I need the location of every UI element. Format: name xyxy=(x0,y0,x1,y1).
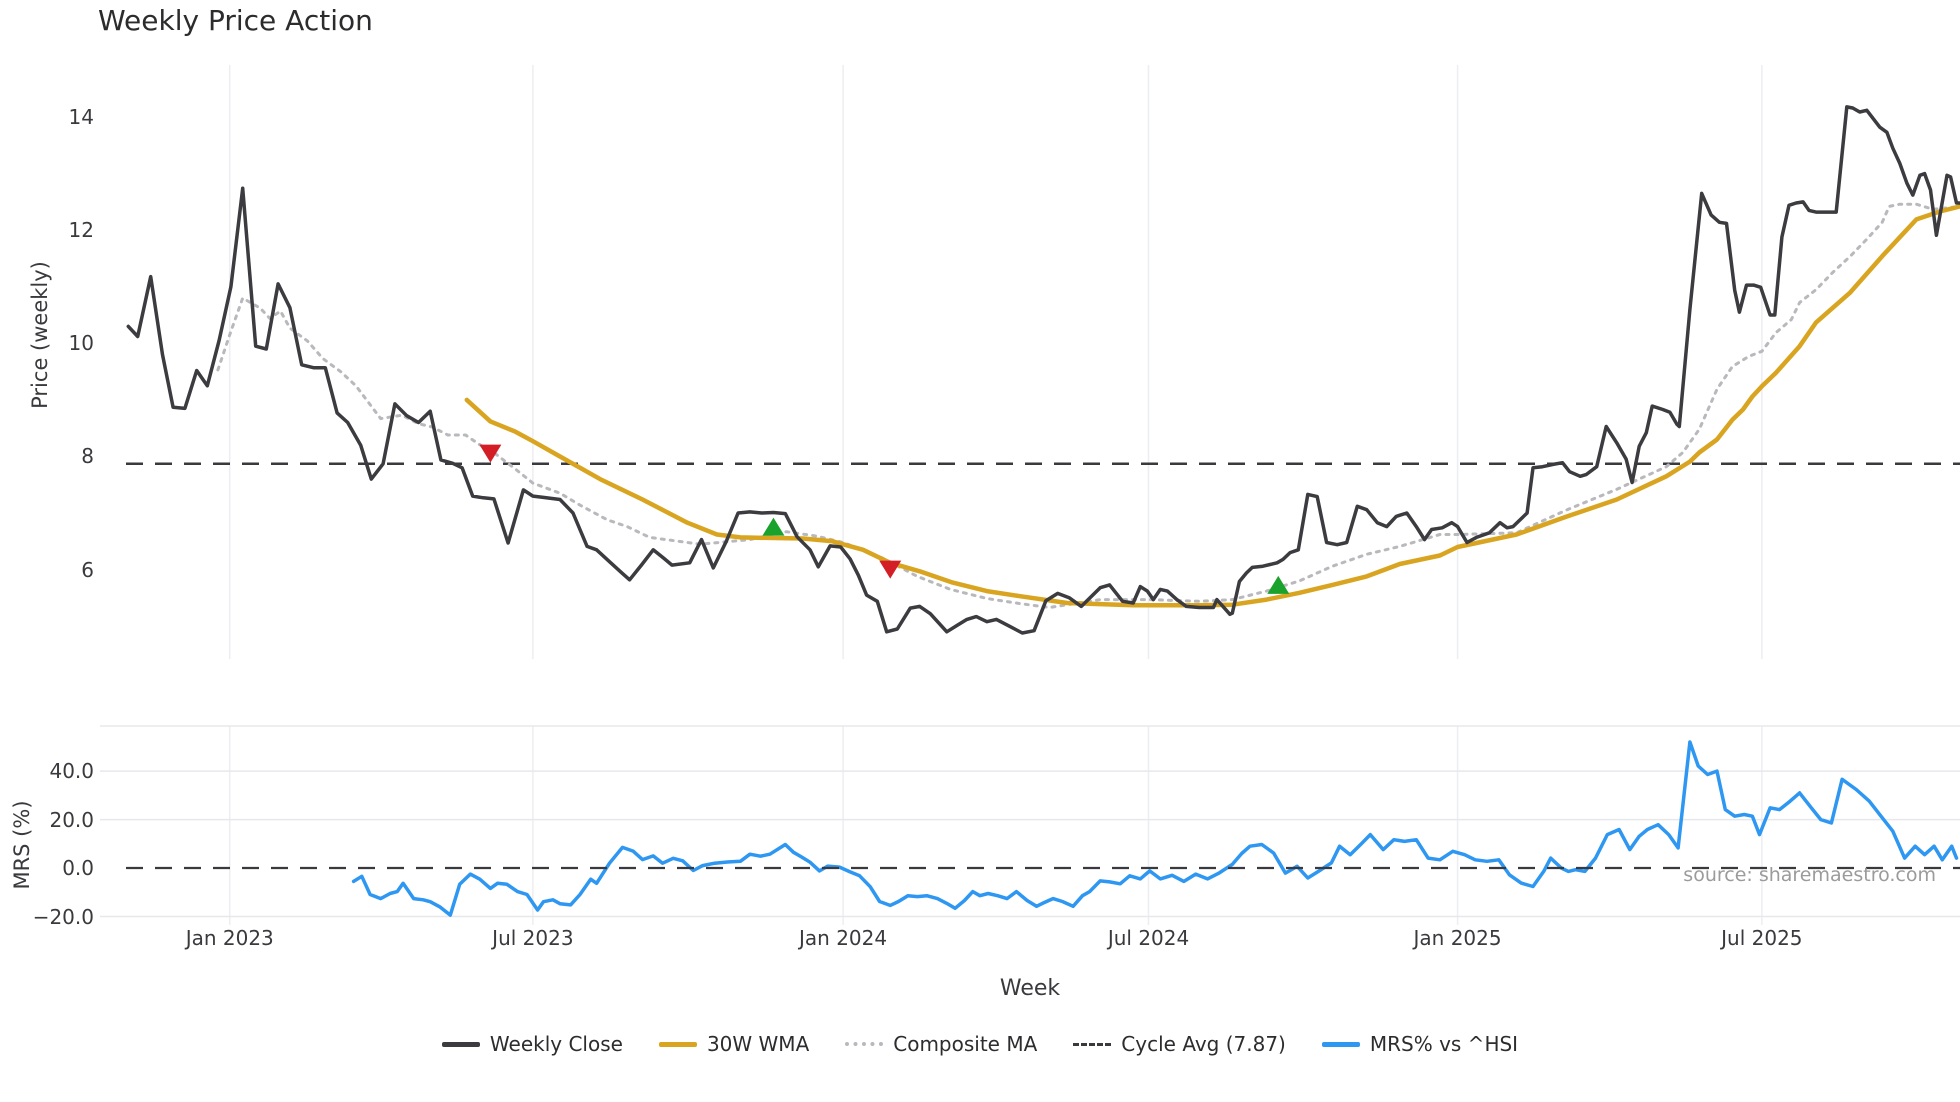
price-axis-label: Price (weekly) xyxy=(28,261,52,409)
mrs-tick-40: 40.0 xyxy=(49,759,94,784)
buy-signal-marker xyxy=(762,517,785,536)
legend-label: 30W WMA xyxy=(706,1032,810,1056)
buy-signal-marker xyxy=(1267,575,1290,594)
sell-signal-marker xyxy=(479,444,502,463)
sell-signal-marker xyxy=(879,560,902,579)
series-MRS-vs-HSI xyxy=(351,740,1959,917)
legend-label: Cycle Avg (7.87) xyxy=(1121,1032,1286,1056)
x-tick-Jul-2024: Jul 2024 xyxy=(1107,926,1190,950)
price-tick-12: 12 xyxy=(68,218,94,243)
source-watermark: source: sharemaestro.com xyxy=(1683,864,1936,886)
legend-label: Weekly Close xyxy=(489,1032,623,1056)
mrs-vs-hsi-swatch-icon xyxy=(1321,1041,1360,1047)
legend-item-MRS-vs-HSI[interactable]: MRS% vs ^HSI xyxy=(1321,1032,1519,1056)
legend-label: Composite MA xyxy=(893,1032,1038,1056)
series-Weekly-Close xyxy=(126,105,1960,635)
x-tick-Jan-2023: Jan 2023 xyxy=(185,926,274,950)
mrs-tick-0: 0.0 xyxy=(62,856,94,881)
chart-title: Weekly Price Action xyxy=(98,4,373,37)
cycle-avg-7-87--swatch-icon xyxy=(1073,1042,1112,1046)
legend: Weekly Close 30W WMA Composite MA Cycle Avg… xyxy=(0,1032,1960,1056)
composite-ma-swatch-icon xyxy=(845,1042,884,1046)
price-tick-6: 6 xyxy=(81,557,94,582)
price-tick-8: 8 xyxy=(81,444,94,469)
price-tick-14: 14 xyxy=(68,105,94,130)
legend-item-30W-WMA[interactable]: 30W WMA xyxy=(658,1032,810,1056)
weekly-close-swatch-icon xyxy=(441,1041,480,1047)
legend-label: MRS% vs ^HSI xyxy=(1369,1032,1519,1056)
x-tick-Jan-2025: Jan 2025 xyxy=(1413,926,1502,950)
price-tick-10: 10 xyxy=(68,331,94,356)
x-tick-Jul-2025: Jul 2025 xyxy=(1721,926,1803,950)
series-30W-WMA xyxy=(464,204,1960,608)
mrs-axis-label: MRS (%) xyxy=(10,800,34,890)
legend-item-Weekly-Close[interactable]: Weekly Close xyxy=(441,1032,623,1056)
x-tick-Jan-2024: Jan 2024 xyxy=(799,926,888,950)
legend-item-Composite-MA[interactable]: Composite MA xyxy=(845,1032,1037,1056)
mrs-tick--20: −20.0 xyxy=(32,904,94,929)
series-Composite-MA xyxy=(216,202,1960,609)
x-axis-label: Week xyxy=(999,976,1061,1001)
mrs-tick-20: 20.0 xyxy=(49,807,94,832)
legend-item-Cycle-Avg-7-87-[interactable]: Cycle Avg (7.87) xyxy=(1073,1032,1286,1056)
x-tick-Jul-2023: Jul 2023 xyxy=(492,926,574,950)
30w-wma-swatch-icon xyxy=(658,1041,697,1047)
